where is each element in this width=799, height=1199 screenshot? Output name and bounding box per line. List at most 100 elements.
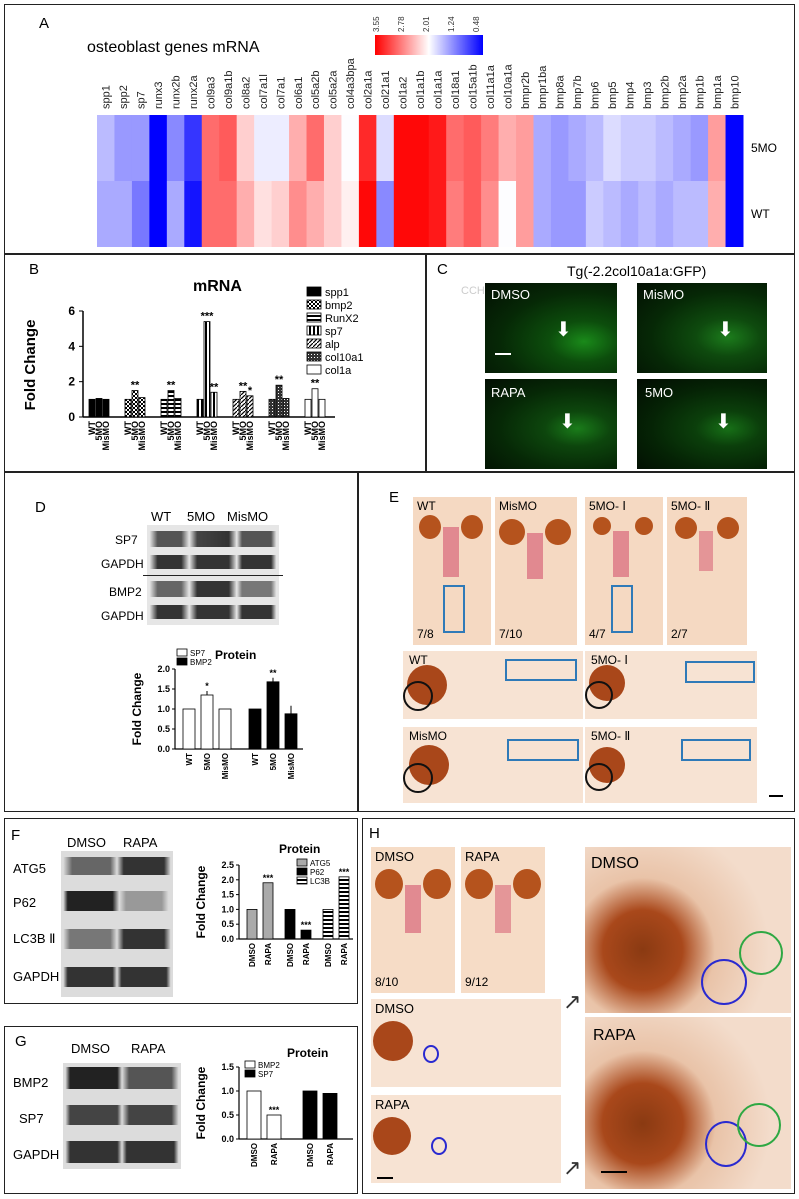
bar — [196, 398, 204, 418]
highlight-box — [505, 659, 577, 681]
y-tick-label: 4 — [68, 339, 75, 353]
panel-f: F DMSO RAPA ATG5 P62 LC3B Ⅱ GAPDH Protei… — [4, 818, 358, 1004]
protein-bar-chart-g: Protein Fold Change 0.0 0.5 1.0 1.5 DMSO *** RAP… — [194, 1046, 353, 1167]
x-tick-label: MisMO — [101, 421, 111, 451]
gene-label: runx3 — [153, 81, 165, 109]
legend-label: spp1 — [325, 287, 349, 299]
y-tick-label: 6 — [68, 304, 75, 318]
blot-row-atg5: ATG5 — [13, 861, 46, 876]
bar — [266, 681, 280, 750]
eye — [375, 869, 403, 899]
gene-label: col7a1l — [258, 74, 270, 109]
arrow-up-right-icon: ↗ — [563, 1155, 582, 1180]
bar — [311, 388, 319, 418]
x-tick-label: WT — [159, 421, 169, 435]
scale-tick-label: 2.78 — [397, 16, 406, 32]
bar — [304, 398, 312, 418]
blot-band — [147, 581, 279, 597]
eye — [373, 1117, 411, 1155]
western-blot-image — [61, 851, 173, 997]
legend-label: BMP2 — [190, 658, 212, 667]
heatmap-cell-5mo — [271, 115, 290, 181]
legend-swatch — [306, 286, 322, 297]
eye — [465, 869, 493, 899]
chart-title: mRNA — [193, 278, 242, 295]
legend-swatch — [244, 1069, 256, 1078]
legend-swatch — [244, 1060, 256, 1069]
x-tick-label: MisMO — [221, 753, 230, 779]
heatmap-cell-wt — [655, 181, 674, 247]
heatmap-cell-wt — [201, 181, 220, 247]
larva-lateral-5mo-ii: 5MO- Ⅱ — [585, 727, 757, 803]
bar — [131, 390, 139, 418]
y-tick-label: 1.5 — [221, 1062, 234, 1072]
scale-tick-label: 3.55 — [372, 16, 381, 32]
x-tick-label: DMSO — [250, 1143, 259, 1167]
x-tick-label: WT — [195, 421, 205, 435]
heatmap-cell-5mo — [603, 115, 622, 181]
ratio-label: 9/12 — [465, 975, 489, 989]
heatmap-cell-5mo — [289, 115, 308, 181]
significance-label: *** — [339, 867, 350, 877]
heatmap-cell-wt — [358, 181, 377, 247]
y-tick-label: 1.5 — [157, 684, 170, 694]
heatmap-cell-wt — [271, 181, 290, 247]
panel-b-label: B — [29, 261, 40, 278]
heatmap-cell-wt — [236, 181, 255, 247]
heatmap-cell-5mo — [184, 115, 203, 181]
highlight-circle — [403, 763, 433, 793]
blot-band — [61, 891, 173, 911]
highlight-circle — [739, 931, 783, 975]
heatmap-cell-5mo — [620, 115, 639, 181]
blot-col-rapa: RAPA — [123, 835, 158, 850]
significance-label: *** — [301, 920, 312, 930]
panel-b: B mRNA Fold Change 0 2 4 6 WT 5MO MisMO WT ** 5MO Mi… — [4, 254, 426, 472]
transgenic-line-title: Tg(-2.2col10a1a:GFP) — [567, 263, 707, 279]
heatmap-cell-wt — [323, 181, 342, 247]
x-tick-label: DMSO — [248, 943, 257, 967]
cartilage-stain — [613, 531, 629, 577]
y-tick-label: 0.5 — [157, 724, 170, 734]
heatmap-cell-5mo — [254, 115, 273, 181]
y-tick-label: 1.0 — [221, 1086, 234, 1096]
gfp-label-5mo: 5MO — [645, 385, 674, 400]
larva-ventral-5mo-i: 5MO- Ⅰ 4/7 — [585, 497, 663, 645]
gene-label: col9a3 — [205, 77, 217, 109]
heatmap-cell-5mo — [236, 115, 255, 181]
legend-label: SP7 — [190, 649, 206, 658]
y-tick-label: 0 — [68, 410, 75, 424]
gene-label: col9a1b — [223, 70, 235, 109]
heatmap-cell-5mo — [131, 115, 150, 181]
larva-lateral-dmso: DMSO — [371, 999, 561, 1087]
larva-lateral-5mo-i: 5MO- Ⅰ — [585, 651, 757, 719]
bar — [203, 321, 211, 418]
panel-d: D WT 5MO MisMO SP7 GAPDH BMP2 GAPDH Prot… — [4, 472, 358, 812]
heatmap-cell-wt — [463, 181, 482, 247]
heatmap-cell-wt — [516, 181, 534, 247]
significance-label: * — [205, 681, 209, 691]
western-blot-image — [63, 1063, 181, 1169]
legend-swatch — [296, 867, 308, 876]
arrow-down-icon: ⬇ — [555, 319, 572, 341]
gene-label: bmp8a — [555, 74, 567, 109]
blot-col-mismo: MisMO — [227, 509, 269, 524]
image-label: MisMO — [499, 499, 537, 513]
heatmap-cell-5mo — [638, 115, 657, 181]
significance-label: *** — [201, 311, 215, 323]
heatmap-cell-wt — [393, 181, 412, 247]
gene-label: col7a1 — [275, 77, 287, 109]
gfp-image-mismo: MisMO ⬇ — [637, 283, 767, 373]
heatmap-cell-5mo — [655, 115, 674, 181]
heatmap-cell-wt — [114, 181, 133, 247]
gene-label: bmp2b — [659, 75, 671, 109]
gfp-image-5mo: 5MO ⬇ — [637, 379, 767, 469]
panel-g: G DMSO RAPA BMP2 SP7 GAPDH Protein Fold C… — [4, 1026, 358, 1194]
x-tick-label: 5MO — [274, 421, 284, 441]
heatmap-cell-wt — [341, 181, 360, 247]
eye — [675, 517, 697, 539]
heatmap-cell-5mo — [306, 115, 325, 181]
bar — [284, 713, 298, 750]
western-blot-image — [143, 525, 283, 625]
heatmap-cell-wt — [708, 181, 727, 247]
bar — [239, 390, 247, 418]
